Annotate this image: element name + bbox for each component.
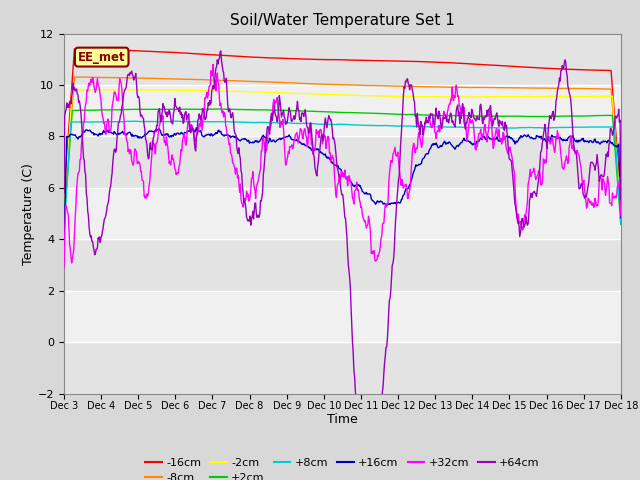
-8cm: [384, 83, 392, 89]
+2cm: [399, 112, 406, 118]
-2cm: [415, 94, 423, 100]
-2cm: [120, 87, 128, 93]
Bar: [64, 342, 621, 394]
+8cm: [94, 119, 102, 125]
-16cm: [384, 58, 392, 64]
+8cm: [617, 221, 625, 227]
Bar: [64, 240, 621, 291]
-2cm: [399, 94, 406, 99]
+2cm: [94, 107, 102, 113]
Y-axis label: Temperature (C): Temperature (C): [22, 163, 35, 264]
-16cm: [70, 46, 78, 52]
Line: +8cm: +8cm: [64, 121, 621, 232]
+32cm: [399, 181, 406, 187]
Line: +2cm: +2cm: [64, 109, 621, 224]
+16cm: [617, 215, 625, 220]
+64cm: [541, 121, 548, 127]
+32cm: [384, 199, 392, 204]
Text: EE_met: EE_met: [78, 50, 125, 63]
-16cm: [617, 194, 625, 200]
-8cm: [71, 74, 79, 80]
+16cm: [60, 237, 68, 242]
+16cm: [415, 162, 423, 168]
-8cm: [60, 207, 68, 213]
+2cm: [617, 221, 625, 227]
+32cm: [415, 133, 423, 139]
+2cm: [384, 111, 392, 117]
+64cm: [94, 235, 102, 240]
-8cm: [399, 83, 406, 89]
-16cm: [540, 65, 548, 71]
-2cm: [94, 87, 102, 93]
-2cm: [540, 94, 548, 99]
Line: -16cm: -16cm: [64, 49, 621, 197]
+16cm: [540, 136, 548, 142]
+64cm: [217, 48, 225, 54]
+8cm: [399, 123, 406, 129]
-16cm: [60, 192, 68, 198]
+64cm: [399, 93, 407, 99]
-2cm: [483, 94, 491, 100]
+32cm: [94, 82, 102, 88]
+64cm: [365, 470, 373, 476]
-16cm: [95, 47, 102, 53]
X-axis label: Time: Time: [327, 413, 358, 426]
+8cm: [540, 125, 548, 131]
+2cm: [212, 106, 220, 112]
+64cm: [385, 309, 392, 314]
Bar: [64, 136, 621, 188]
+2cm: [483, 113, 491, 119]
+64cm: [60, 190, 68, 195]
-16cm: [483, 62, 491, 68]
-2cm: [384, 93, 392, 99]
-8cm: [483, 84, 491, 90]
+8cm: [60, 229, 68, 235]
-2cm: [60, 208, 68, 214]
Line: +16cm: +16cm: [64, 128, 621, 240]
+8cm: [483, 125, 491, 131]
+16cm: [483, 134, 491, 140]
+16cm: [384, 201, 392, 207]
Legend: -16cm, -8cm, -2cm, +2cm, +8cm, +16cm, +32cm, +64cm: -16cm, -8cm, -2cm, +2cm, +8cm, +16cm, +3…: [141, 453, 544, 480]
-16cm: [399, 58, 406, 64]
+16cm: [399, 193, 406, 199]
+64cm: [484, 113, 492, 119]
+32cm: [483, 139, 491, 145]
+32cm: [209, 61, 217, 67]
-2cm: [617, 211, 625, 217]
+32cm: [60, 265, 68, 271]
Title: Soil/Water Temperature Set 1: Soil/Water Temperature Set 1: [230, 13, 455, 28]
+2cm: [540, 114, 548, 120]
Line: -2cm: -2cm: [64, 90, 621, 214]
+8cm: [170, 118, 178, 124]
+2cm: [415, 112, 423, 118]
Line: -8cm: -8cm: [64, 77, 621, 210]
+32cm: [540, 157, 548, 163]
-8cm: [617, 204, 625, 210]
+2cm: [60, 219, 68, 225]
-8cm: [540, 85, 548, 91]
Bar: [64, 34, 621, 85]
-8cm: [415, 84, 423, 90]
Line: +64cm: +64cm: [64, 51, 621, 473]
-16cm: [415, 59, 423, 64]
+32cm: [617, 213, 625, 219]
+64cm: [617, 196, 625, 202]
-8cm: [95, 74, 102, 80]
+8cm: [415, 124, 423, 130]
+8cm: [384, 123, 392, 129]
Line: +32cm: +32cm: [64, 64, 621, 268]
+16cm: [94, 133, 102, 139]
+16cm: [193, 125, 200, 131]
+64cm: [416, 132, 424, 138]
